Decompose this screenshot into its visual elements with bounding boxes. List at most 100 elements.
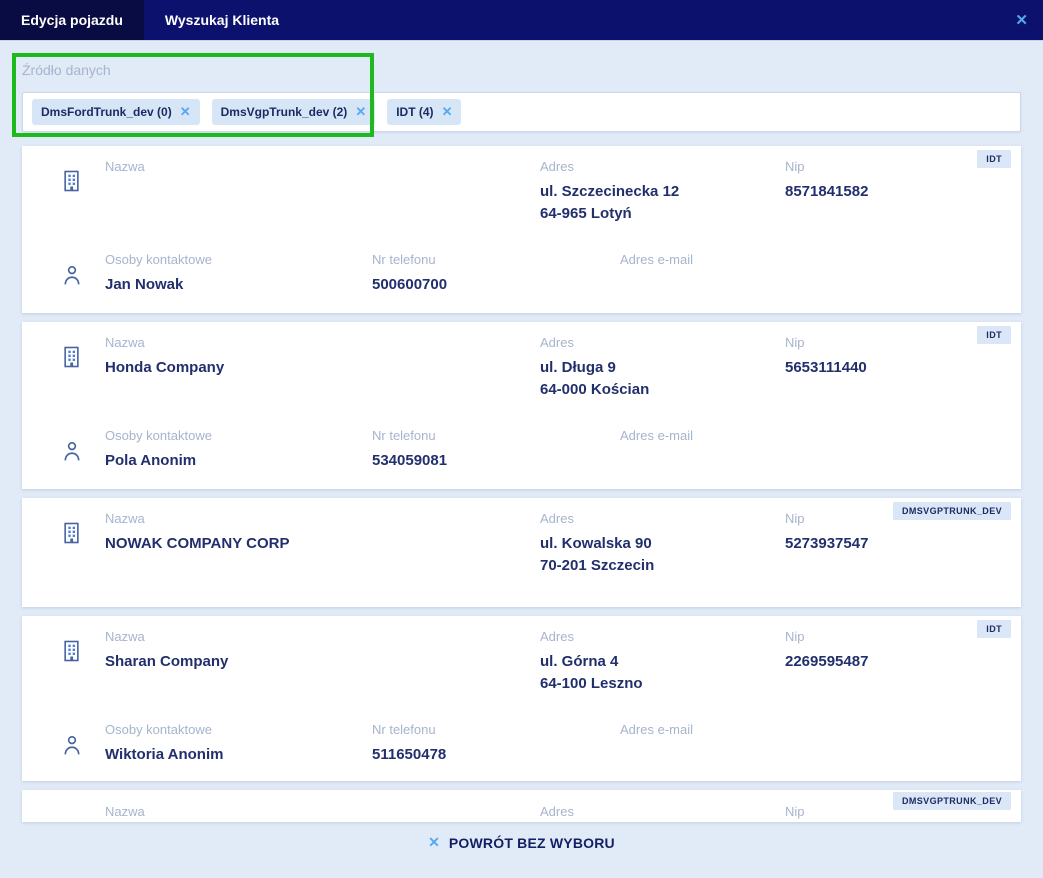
chip-remove-icon[interactable]: ✕ bbox=[441, 104, 453, 119]
client-card[interactable]: DMSVGPTRUNK_DEV Nazwa NOWAK COMPANY CORP… bbox=[22, 498, 1021, 607]
nip-label: Nip bbox=[785, 511, 805, 526]
address-field: Adres ul. Długa 9 64-000 Kościan bbox=[540, 335, 785, 421]
email-field: Adres e-mail bbox=[620, 252, 1021, 296]
name-value: NOWAK COMPANY CORP bbox=[105, 535, 290, 552]
chip-remove-icon[interactable]: ✕ bbox=[179, 104, 191, 119]
contacts-field: Osoby kontaktowe Pola Anonim bbox=[105, 428, 372, 472]
phone-field: Nr telefonu 500600700 bbox=[372, 252, 620, 296]
address-line2: 64-965 Lotyń bbox=[540, 205, 632, 222]
tab-wyszukaj-klienta[interactable]: Wyszukaj Klienta bbox=[164, 12, 280, 28]
contact-person-icon bbox=[22, 722, 105, 766]
name-value: Honda Company bbox=[105, 359, 225, 376]
address-field: Adres ul. Górna 4 64-100 Leszno bbox=[540, 629, 785, 715]
name-field: Nazwa Honda Company bbox=[105, 335, 540, 421]
data-source-input[interactable]: DmsFordTrunk_dev (0) ✕ DmsVgpTrunk_dev (… bbox=[22, 92, 1021, 132]
email-field: Adres e-mail bbox=[620, 722, 1021, 766]
tab-edycja-pojazdu[interactable]: Edycja pojazdu bbox=[0, 0, 144, 40]
name-field: Nazwa NOWAK COMPANY CORP bbox=[105, 511, 540, 577]
return-without-selection-label: POWRÓT BEZ WYBORU bbox=[448, 834, 615, 851]
source-badge: IDT bbox=[977, 326, 1011, 344]
nip-label: Nip bbox=[785, 159, 805, 174]
phone-field: Nr telefonu 534059081 bbox=[372, 428, 620, 472]
name-label: Nazwa bbox=[105, 511, 145, 526]
contact-person-icon bbox=[22, 428, 105, 472]
client-card[interactable]: IDT Nazwa Adres ul. Szczecinecka 12 64-9… bbox=[22, 146, 1021, 313]
nip-field: Nip bbox=[785, 804, 1021, 822]
source-badge: IDT bbox=[977, 150, 1011, 168]
name-label: Nazwa bbox=[105, 159, 145, 174]
contacts-label: Osoby kontaktowe bbox=[105, 428, 212, 443]
chip-dmsvgptrunk-dev[interactable]: DmsVgpTrunk_dev (2) ✕ bbox=[211, 99, 376, 125]
source-badge: IDT bbox=[977, 620, 1011, 638]
nip-label: Nip bbox=[785, 629, 805, 644]
top-tab-bar: Edycja pojazdu Wyszukaj Klienta ✕ bbox=[0, 0, 1043, 41]
address-line1: ul. Górna 4 bbox=[540, 653, 619, 670]
contacts-field: Osoby kontaktowe Wiktoria Anonim bbox=[105, 722, 372, 766]
name-field: Nazwa bbox=[105, 804, 540, 822]
chip-idt[interactable]: IDT (4) ✕ bbox=[387, 99, 462, 125]
phone-value: 511650478 bbox=[372, 746, 447, 763]
address-field: Adres ul. Kowalska 90 70-201 Szczecin bbox=[540, 511, 785, 577]
phone-label: Nr telefonu bbox=[372, 428, 436, 443]
phone-value: 534059081 bbox=[372, 452, 448, 469]
address-line1: ul. Szczecinecka 12 bbox=[540, 183, 680, 200]
close-icon[interactable]: ✕ bbox=[1015, 12, 1028, 29]
nip-label: Nip bbox=[785, 335, 805, 350]
client-card-partial[interactable]: DMSVGPTRUNK_DEV Nazwa Adres Nip bbox=[22, 790, 1021, 822]
client-results-list: IDT Nazwa Adres ul. Szczecinecka 12 64-9… bbox=[22, 146, 1021, 822]
email-label: Adres e-mail bbox=[620, 428, 693, 443]
nip-field: Nip 5273937547 bbox=[785, 511, 1021, 577]
address-line2: 64-000 Kościan bbox=[540, 381, 650, 398]
address-line1: ul. Kowalska 90 bbox=[540, 535, 652, 552]
phone-label: Nr telefonu bbox=[372, 252, 436, 267]
chip-label: DmsVgpTrunk_dev (2) bbox=[220, 105, 348, 119]
contacts-field: Osoby kontaktowe Jan Nowak bbox=[105, 252, 372, 296]
email-field: Adres e-mail bbox=[620, 428, 1021, 472]
address-label: Adres bbox=[540, 335, 574, 350]
contacts-value: Jan Nowak bbox=[105, 276, 184, 293]
address-label: Adres bbox=[540, 804, 574, 819]
address-field: Adres bbox=[540, 804, 785, 822]
address-label: Adres bbox=[540, 159, 574, 174]
chip-dmsfordtrunk-dev[interactable]: DmsFordTrunk_dev (0) ✕ bbox=[32, 99, 200, 125]
contacts-value: Wiktoria Anonim bbox=[105, 746, 224, 763]
phone-field: Nr telefonu 511650478 bbox=[372, 722, 620, 766]
chip-label: DmsFordTrunk_dev (0) bbox=[41, 105, 172, 119]
nip-field: Nip 8571841582 bbox=[785, 159, 1021, 245]
company-icon bbox=[22, 159, 105, 245]
nip-value: 8571841582 bbox=[785, 183, 869, 200]
name-label: Nazwa bbox=[105, 335, 145, 350]
company-icon bbox=[22, 511, 105, 577]
client-card[interactable]: IDT Nazwa Honda Company Adres ul. Długa … bbox=[22, 322, 1021, 489]
chip-label: IDT (4) bbox=[396, 105, 434, 119]
contacts-value: Pola Anonim bbox=[105, 452, 197, 469]
chip-remove-icon[interactable]: ✕ bbox=[355, 104, 367, 119]
contacts-label: Osoby kontaktowe bbox=[105, 722, 212, 737]
address-field: Adres ul. Szczecinecka 12 64-965 Lotyń bbox=[540, 159, 785, 245]
name-value: Sharan Company bbox=[105, 653, 229, 670]
close-icon: ✕ bbox=[428, 834, 440, 850]
phone-value: 500600700 bbox=[372, 276, 448, 293]
client-card[interactable]: IDT Nazwa Sharan Company Adres ul. Górna… bbox=[22, 616, 1021, 781]
name-field: Nazwa Sharan Company bbox=[105, 629, 540, 715]
return-without-selection-button[interactable]: ✕ POWRÓT BEZ WYBORU bbox=[0, 834, 1043, 851]
address-line1: ul. Długa 9 bbox=[540, 359, 616, 376]
email-label: Adres e-mail bbox=[620, 722, 693, 737]
address-label: Adres bbox=[540, 629, 574, 644]
company-icon bbox=[22, 629, 105, 715]
address-line2: 64-100 Leszno bbox=[540, 675, 643, 692]
nip-field: Nip 5653111440 bbox=[785, 335, 1021, 421]
source-badge: DMSVGPTRUNK_DEV bbox=[892, 502, 1011, 520]
name-label: Nazwa bbox=[105, 629, 145, 644]
contacts-label: Osoby kontaktowe bbox=[105, 252, 212, 267]
phone-label: Nr telefonu bbox=[372, 722, 436, 737]
company-icon bbox=[22, 804, 105, 822]
nip-label: Nip bbox=[785, 804, 805, 819]
address-line2: 70-201 Szczecin bbox=[540, 557, 655, 574]
company-icon bbox=[22, 335, 105, 421]
nip-field: Nip 2269595487 bbox=[785, 629, 1021, 715]
name-label: Nazwa bbox=[105, 804, 145, 819]
nip-value: 2269595487 bbox=[785, 653, 869, 670]
source-badge: DMSVGPTRUNK_DEV bbox=[892, 792, 1011, 810]
email-label: Adres e-mail bbox=[620, 252, 693, 267]
